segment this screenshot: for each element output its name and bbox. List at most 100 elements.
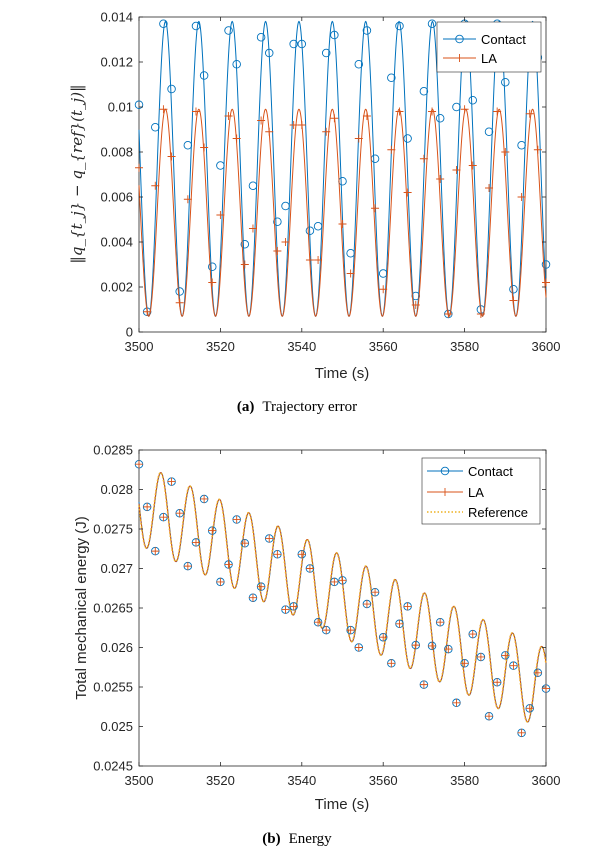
data-point-la-b <box>208 526 217 535</box>
data-point-la-a <box>371 204 380 213</box>
x-tick-label-a: 3560 <box>369 339 398 354</box>
data-point-contact-a <box>191 21 201 31</box>
data-point-contact-a <box>281 201 290 211</box>
data-point-la-b <box>232 515 241 524</box>
y-tick-label-b: 0.0275 <box>93 522 133 537</box>
legend-label-reference-b: Reference <box>468 505 528 520</box>
data-point-la-b <box>248 593 257 602</box>
y-tick-label-a: 0.012 <box>100 55 133 70</box>
caption-a: (a) Trajectory error <box>237 398 357 415</box>
legend-label-la-b: LA <box>468 485 484 500</box>
data-point-la-a <box>191 107 200 116</box>
data-point-contact-a <box>452 102 461 112</box>
data-point-la-b <box>281 605 290 614</box>
data-point-la-b <box>419 680 428 689</box>
data-point-la-a <box>452 166 461 174</box>
data-point-la-b <box>346 626 355 635</box>
data-point-la-a <box>297 121 306 129</box>
x-tick-label-a: 3580 <box>450 339 479 354</box>
data-point-la-b <box>159 513 168 522</box>
data-point-la-b <box>493 678 502 687</box>
data-point-la-b <box>468 630 477 639</box>
data-point-la-b <box>395 619 404 628</box>
data-point-la-a <box>232 134 241 143</box>
data-point-la-a <box>517 193 526 201</box>
data-point-la-a <box>525 109 534 118</box>
data-point-contact-a <box>183 140 193 150</box>
data-point-la-b <box>371 588 380 597</box>
data-point-la-b <box>476 652 485 661</box>
y-tick-label-b: 0.0245 <box>93 759 133 774</box>
data-point-contact-a <box>427 19 437 29</box>
data-point-la-a <box>240 260 249 269</box>
data-point-la-b <box>216 577 225 586</box>
y-tick-label-b: 0.025 <box>100 719 133 734</box>
series-group-a <box>134 19 551 319</box>
data-point-la-b <box>224 560 233 569</box>
chart-energy: 3500 3520 3540 3560 3580 3600 0.02450.0250.02… <box>73 443 560 814</box>
x-tick-label-b: 3540 <box>287 773 316 788</box>
data-point-contact-a <box>435 113 445 123</box>
legend-label-la-a: LA <box>481 51 497 66</box>
data-point-la-b <box>175 509 184 518</box>
x-tick-label-b: 3560 <box>369 773 398 788</box>
data-point-contact-a <box>248 181 258 190</box>
legend-marker-contact-b <box>440 466 450 476</box>
legend-label-contact-a: Contact <box>481 32 526 47</box>
data-point-contact-a <box>468 95 477 105</box>
data-point-la-a <box>436 175 445 183</box>
data-point-contact-a <box>313 221 323 231</box>
x-tick-label-a: 3600 <box>532 339 561 354</box>
y-tick-label-a: 0.008 <box>100 145 133 160</box>
y-ticks-a: 0 0.002 0.004 0.006 0.008 0.01 0.012 0.014 <box>100 10 546 340</box>
data-point-la-a <box>289 121 298 129</box>
data-point-la-b <box>143 502 152 511</box>
data-point-contact-a <box>167 84 176 94</box>
y-tick-label-a: 0.01 <box>108 100 133 115</box>
y-tick-label-a: 0.014 <box>100 10 133 25</box>
data-point-la-b <box>542 684 550 693</box>
data-point-contact-a <box>134 100 144 109</box>
data-point-contact-a <box>346 248 355 258</box>
data-point-la-a <box>265 127 274 136</box>
data-point-la-a <box>542 278 550 287</box>
data-point-la-b <box>191 538 200 547</box>
data-point-contact-a <box>151 122 160 132</box>
data-point-la-a <box>354 134 363 143</box>
series-line-la-a <box>138 108 547 317</box>
data-point-la-a <box>135 163 143 172</box>
data-point-la-a <box>493 107 502 116</box>
caption-tag-b: (b) <box>262 831 280 847</box>
data-point-la-b <box>485 712 494 721</box>
data-point-contact-a <box>256 33 266 42</box>
x-tick-label-b: 3500 <box>125 773 154 788</box>
legend-marker-la-b <box>441 488 449 496</box>
data-point-la-a <box>273 247 282 255</box>
caption-b: (b) Energy <box>262 830 332 847</box>
data-point-contact-a <box>403 134 412 143</box>
legend-box-a <box>436 21 542 73</box>
chart-trajectory-error: 3500 3520 3540 3560 3580 3600 0 0.002 0.004 0.00… <box>68 10 560 383</box>
data-point-la-a <box>159 105 168 114</box>
data-point-la-b <box>436 618 445 627</box>
x-axis-label-a: Time (s) <box>315 365 369 382</box>
x-axis-label-b: Time (s) <box>315 796 369 813</box>
data-point-la-b <box>183 562 192 571</box>
data-point-contact-a <box>541 260 551 269</box>
caption-tag-a: (a) <box>237 399 255 415</box>
data-point-contact-a <box>321 48 331 58</box>
data-point-la-b <box>533 668 542 677</box>
data-point-la-a <box>460 105 469 114</box>
data-point-contact-a <box>395 21 404 31</box>
data-point-la-b <box>387 659 396 668</box>
x-ticks-b: 3500 3520 3540 3560 3580 3600 <box>125 450 560 788</box>
data-point-la-a <box>346 269 355 278</box>
legend-marker-contact-a <box>455 34 464 44</box>
data-point-la-b <box>338 576 347 585</box>
data-point-contact-a <box>484 127 494 136</box>
data-point-la-b <box>257 582 266 591</box>
data-point-la-a <box>395 107 404 116</box>
data-point-la-a <box>468 161 477 170</box>
data-point-la-b <box>354 643 363 652</box>
